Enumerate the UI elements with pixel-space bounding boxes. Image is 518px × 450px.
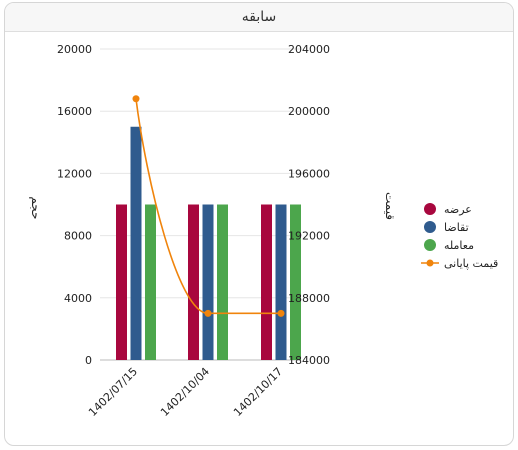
- left-tick-label: 8000: [64, 230, 92, 243]
- bar: [188, 204, 199, 360]
- legend-swatch: [424, 239, 436, 251]
- x-axis-ticks: 1402/07/15 1402/10/04 1402/10/17: [86, 365, 285, 419]
- left-tick-label: 16000: [57, 105, 92, 118]
- right-axis-ticks: 184000 188000 192000 196000 200000 204000: [288, 43, 330, 367]
- x-tick-label: 1402/07/15: [86, 365, 140, 419]
- legend: عرضه تقاضا معامله قیمت پایانی: [421, 203, 498, 270]
- legend-swatch: [424, 203, 436, 215]
- left-tick-label: 20000: [57, 43, 92, 56]
- right-tick-label: 192000: [288, 230, 330, 243]
- bar: [290, 204, 301, 360]
- legend-swatch: [426, 259, 434, 267]
- left-tick-label: 4000: [64, 292, 92, 305]
- left-tick-label: 12000: [57, 167, 92, 180]
- bar: [275, 204, 287, 360]
- x-tick-label: 1402/10/04: [158, 365, 212, 419]
- left-axis-title: حجم: [29, 196, 43, 219]
- legend-label: عرضه: [444, 203, 472, 216]
- right-tick-label: 196000: [288, 167, 330, 180]
- left-axis-ticks: 0 4000 8000 12000 16000 20000: [57, 43, 92, 367]
- legend-label: قیمت پایانی: [444, 257, 498, 270]
- bar: [130, 126, 142, 360]
- line-point: [204, 309, 212, 317]
- legend-label: تقاضا: [444, 221, 469, 234]
- bar: [145, 204, 156, 360]
- x-tick-label: 1402/10/17: [231, 365, 285, 419]
- bar: [116, 204, 127, 360]
- right-axis-title: قیمت: [383, 192, 397, 220]
- series-line: [135, 98, 281, 315]
- bar: [202, 204, 214, 360]
- right-tick-label: 200000: [288, 105, 330, 118]
- legend-label: معامله: [444, 239, 474, 252]
- right-tick-label: 184000: [288, 354, 330, 367]
- bar-series: [116, 126, 301, 360]
- line-point: [132, 95, 140, 103]
- line-point: [277, 309, 285, 317]
- bar: [217, 204, 228, 360]
- legend-swatch: [424, 221, 436, 233]
- line-series: [132, 95, 285, 317]
- bar: [261, 204, 272, 360]
- right-tick-label: 204000: [288, 43, 330, 56]
- left-tick-label: 0: [85, 354, 92, 367]
- right-tick-label: 188000: [288, 292, 330, 305]
- card-title: سابقه: [5, 3, 513, 32]
